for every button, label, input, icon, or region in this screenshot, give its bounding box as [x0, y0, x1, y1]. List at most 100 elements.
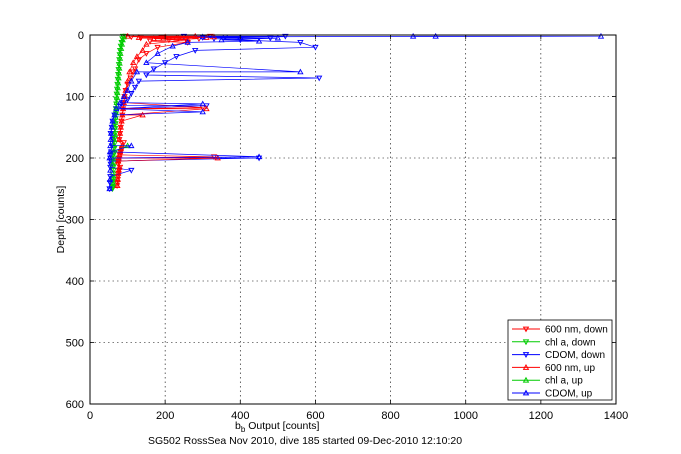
data-point [214, 154, 221, 161]
series-3 [114, 32, 221, 189]
data-point [116, 55, 124, 61]
legend-marker [522, 389, 530, 396]
data-point [128, 167, 135, 174]
data-point [115, 170, 122, 176]
legend-marker [522, 326, 530, 333]
x-axis-label-subscript: b [241, 425, 246, 434]
data-point [117, 123, 124, 130]
data-point [597, 32, 605, 39]
data-point [312, 44, 319, 51]
data-point [218, 36, 225, 43]
x-tick-label: 600 [306, 410, 324, 422]
data-point [106, 185, 113, 192]
data-point [124, 77, 131, 84]
data-point [109, 117, 116, 124]
data-point [192, 32, 199, 39]
data-point [124, 87, 131, 93]
y-tick-label: 100 [66, 92, 84, 104]
legend-label: chl a, down [545, 337, 596, 348]
data-point [116, 99, 124, 106]
x-axis-label-b: b [235, 420, 241, 432]
data-point [143, 72, 150, 79]
data-point [116, 64, 123, 71]
data-point [131, 84, 139, 91]
data-point [135, 34, 143, 40]
data-point [109, 160, 116, 167]
data-point [116, 136, 123, 142]
data-point [128, 142, 135, 149]
data-point [255, 155, 263, 162]
legend-label: chl a, up [545, 376, 583, 387]
data-point [111, 123, 118, 130]
data-point [199, 108, 206, 115]
data-point [107, 161, 114, 168]
data-point [173, 54, 180, 60]
data-point [146, 38, 154, 45]
data-point [107, 136, 114, 142]
data-point [316, 75, 323, 82]
y-tick-label: 200 [66, 153, 84, 165]
series-line [109, 35, 602, 189]
y-tick-label: 600 [66, 399, 84, 411]
data-point [255, 153, 263, 160]
data-point [119, 36, 126, 43]
data-point [115, 69, 123, 76]
data-point [111, 145, 118, 152]
data-point [199, 33, 206, 40]
series-5 [106, 32, 605, 192]
data-point [107, 142, 114, 149]
data-point [115, 157, 122, 164]
data-point [128, 91, 135, 97]
data-point [150, 35, 158, 42]
data-point [184, 36, 191, 43]
x-tick-label: 400 [231, 410, 249, 422]
x-tick-label: 1000 [453, 410, 477, 422]
data-point [154, 44, 161, 51]
x-tick-label: 1200 [529, 410, 553, 422]
data-point [113, 94, 121, 101]
data-point [107, 130, 115, 136]
legend-label: CDOM, down [545, 350, 605, 361]
legend-box [507, 319, 613, 401]
data-point [199, 100, 206, 107]
legend-label: CDOM, up [545, 389, 593, 400]
data-point [115, 74, 122, 81]
legend-marker [522, 376, 530, 383]
data-point [409, 32, 417, 39]
y-tick-label: 0 [78, 30, 84, 42]
data-point [108, 123, 115, 130]
data-point [114, 176, 121, 182]
data-point [106, 176, 114, 182]
data-point [143, 40, 150, 47]
data-point [133, 68, 141, 75]
x-tick-label: 1400 [604, 410, 628, 422]
plot-series [106, 32, 605, 193]
data-point [274, 34, 282, 41]
data-point [139, 111, 146, 118]
data-point [116, 59, 123, 66]
data-point [139, 47, 146, 53]
data-point [116, 103, 124, 110]
data-point [297, 68, 304, 75]
data-point [130, 69, 137, 76]
data-point [116, 130, 124, 136]
data-point [127, 75, 134, 82]
grid-lines [90, 35, 616, 404]
data-point [115, 79, 122, 86]
data-point [113, 99, 120, 106]
data-point [113, 105, 120, 112]
x-axis-label-rest: Output [counts] [245, 420, 319, 432]
x-tick-label: 0 [87, 410, 93, 422]
data-point [106, 148, 114, 155]
data-point [107, 166, 114, 173]
data-point [128, 77, 135, 84]
data-point [131, 66, 139, 73]
data-point [110, 167, 117, 174]
data-point [110, 136, 118, 142]
data-point [111, 130, 118, 136]
data-point [118, 45, 125, 51]
data-point [120, 93, 127, 99]
data-point [173, 34, 180, 41]
data-point [154, 50, 161, 56]
